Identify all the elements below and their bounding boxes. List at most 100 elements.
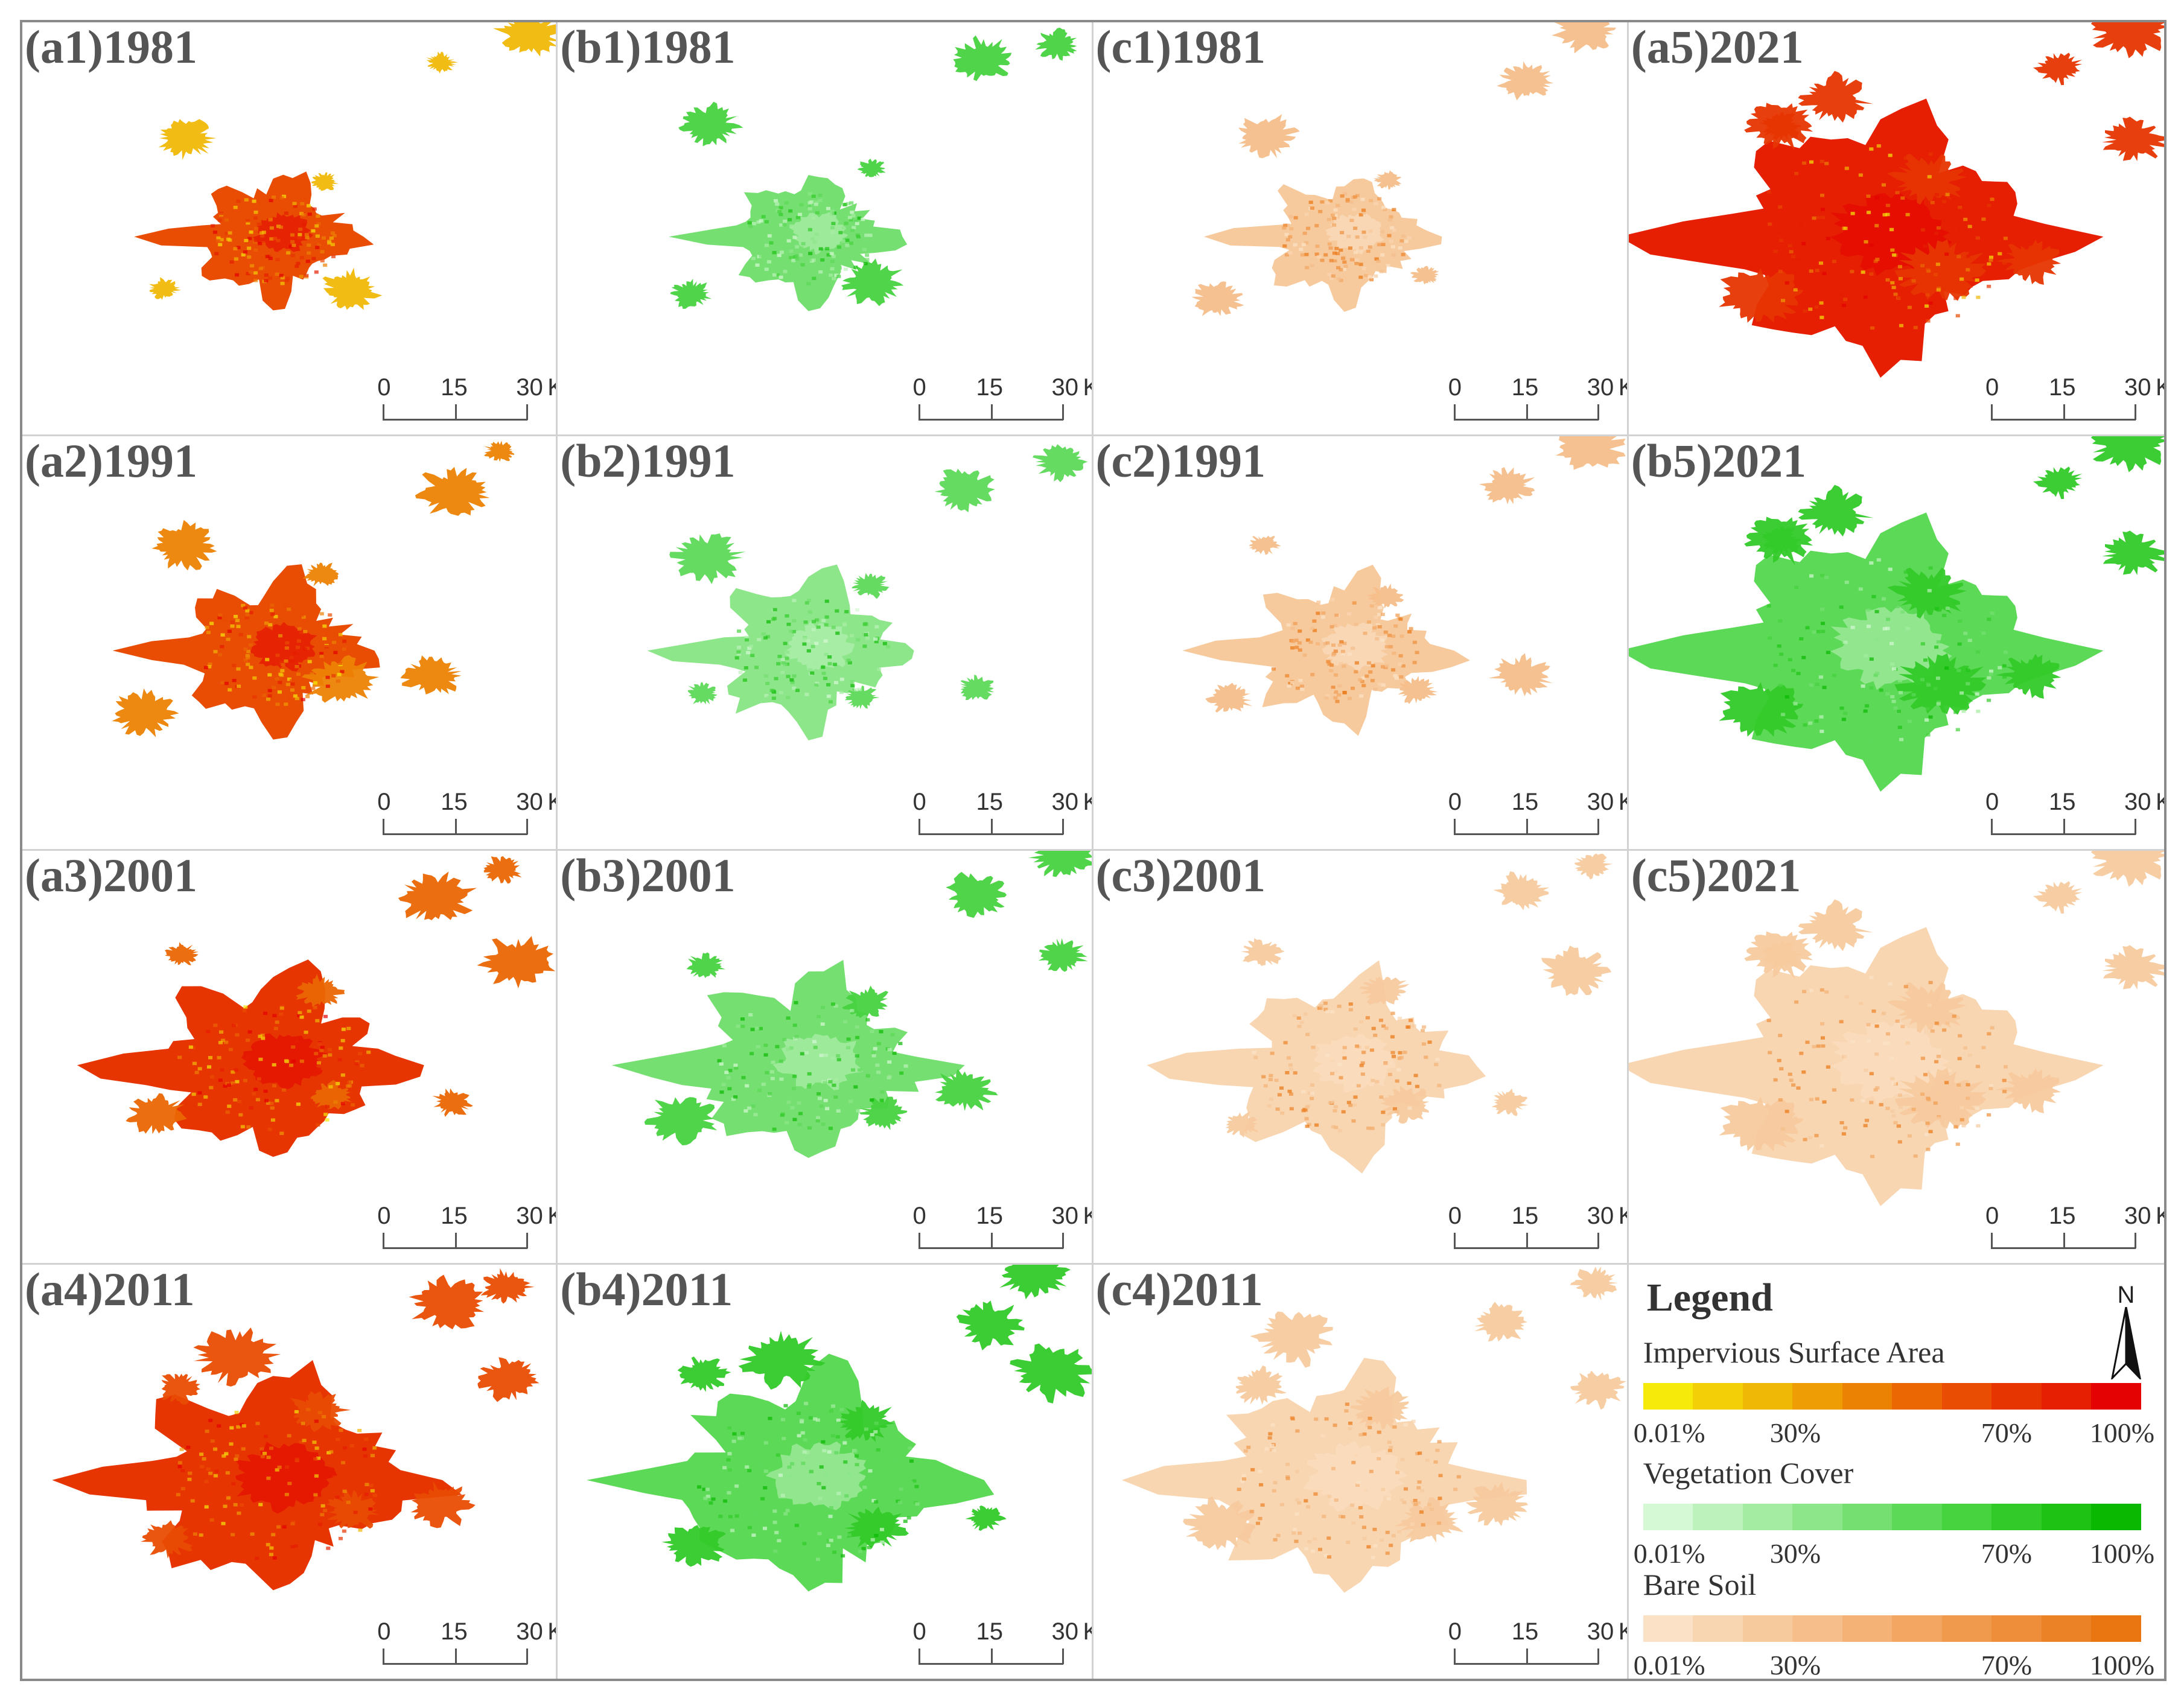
pixel-speckle (775, 1044, 780, 1048)
pixel-speckle (750, 1052, 754, 1055)
pixel-speckle (759, 219, 763, 222)
pixel-speckle (208, 1472, 212, 1475)
pixel-speckle (807, 282, 811, 285)
satellite-town (645, 1097, 718, 1145)
pixel-speckle (1976, 296, 1980, 299)
map-panel-c1: (c1)1981 0 15 30 Km (1094, 22, 1629, 436)
pixel-speckle (1382, 265, 1386, 268)
pixel-speckle (1934, 232, 1938, 235)
pixel-speckle (1821, 208, 1825, 211)
pixel-speckle (219, 1030, 223, 1033)
pixel-speckle (775, 202, 779, 205)
pixel-speckle (259, 267, 263, 270)
pixel-speckle (259, 692, 263, 695)
scale-bar-label-30: 30 (1587, 375, 1614, 399)
pixel-speckle (234, 1411, 238, 1414)
pixel-speckle (269, 1101, 273, 1104)
pixel-speckle (812, 217, 816, 220)
pixel-speckle (1361, 1525, 1366, 1528)
pixel-speckle (1381, 1488, 1385, 1491)
pixel-speckle (1341, 1110, 1345, 1113)
pixel-speckle (824, 1472, 829, 1475)
pixel-speckle (1391, 1055, 1395, 1058)
pixel-speckle (249, 666, 253, 669)
pixel-speckle (209, 1086, 213, 1089)
pixel-speckle (1337, 1004, 1341, 1007)
pixel-speckle (851, 1068, 855, 1071)
pixel-speckle (1945, 1021, 1949, 1024)
scale-bar-label-30: 30 (516, 790, 543, 814)
pixel-speckle (241, 1075, 245, 1078)
pixel-speckle (1778, 1034, 1782, 1037)
pixel-speckle (807, 649, 811, 652)
pixel-speckle (1892, 1081, 1896, 1084)
pixel-speckle (871, 1538, 875, 1541)
pixel-speckle (306, 1408, 310, 1411)
pixel-speckle (798, 213, 802, 216)
pixel-speckle (246, 663, 250, 666)
pixel-speckle (1966, 1096, 1970, 1099)
pixel-speckle (1913, 740, 1917, 743)
pixel-speckle (786, 1048, 791, 1051)
satellite-town (1238, 114, 1300, 158)
pixel-speckle (234, 1457, 238, 1460)
pixel-speckle (765, 220, 769, 223)
pixel-speckle (886, 645, 890, 648)
pixel-speckle (1350, 1503, 1354, 1506)
legend-swatch (2042, 1615, 2092, 1642)
pixel-speckle (1890, 1056, 1894, 1059)
pixel-speckle (1346, 235, 1351, 238)
pixel-speckle (1270, 1051, 1274, 1054)
pixel-speckle (302, 223, 306, 226)
pixel-speckle (1287, 684, 1291, 687)
legend-tick-label: 70% (1981, 1652, 2032, 1679)
pixel-speckle (1286, 1056, 1290, 1059)
pixel-speckle (1358, 1506, 1362, 1509)
pixel-speckle (765, 268, 769, 271)
pixel-speckle (854, 688, 858, 692)
pixel-speckle (347, 1081, 351, 1084)
pixel-speckle (855, 1463, 859, 1466)
pixel-speckle (1866, 1023, 1870, 1026)
pixel-speckle (326, 685, 330, 688)
pixel-speckle (1923, 244, 1928, 247)
pixel-speckle (187, 1478, 191, 1481)
pixel-speckle (788, 1465, 792, 1468)
pixel-speckle (833, 623, 837, 626)
pixel-speckle (830, 209, 835, 212)
pixel-speckle (1282, 226, 1286, 229)
pixel-speckle (767, 260, 771, 263)
pixel-speckle (1389, 645, 1393, 648)
pixel-speckle (1330, 688, 1334, 692)
scale-bar-label-0: 0 (913, 790, 926, 814)
pixel-speckle (1870, 740, 1874, 743)
pixel-speckle (332, 641, 336, 644)
pixel-speckle (278, 681, 282, 684)
legend-layer-name: Bare Soil (1643, 1569, 2156, 1600)
pixel-speckle (763, 637, 768, 640)
legend-tick-label: 70% (1981, 1419, 2032, 1447)
pixel-speckle (850, 634, 854, 637)
pixel-speckle (1821, 622, 1825, 625)
pixel-speckle (697, 1485, 701, 1488)
pixel-speckle (206, 1492, 211, 1495)
pixel-speckle (1861, 270, 1865, 273)
urban-extent-map (558, 851, 1091, 1263)
pixel-speckle (317, 1061, 321, 1064)
pixel-speckle (272, 1084, 276, 1087)
pixel-speckle (1981, 217, 1985, 220)
pixel-speckle (1311, 1045, 1315, 1048)
pixel-speckle (1399, 1509, 1404, 1512)
pixel-speckle (276, 239, 280, 242)
pixel-speckle (199, 1533, 203, 1536)
pixel-speckle (853, 1450, 858, 1453)
pixel-speckle (295, 1457, 299, 1460)
panel-label: (b3)2001 (560, 852, 735, 899)
pixel-speckle (1353, 227, 1357, 230)
pixel-speckle (1361, 1009, 1365, 1013)
pixel-speckle (341, 1461, 345, 1464)
pixel-speckle (195, 1051, 199, 1054)
pixel-speckle (1300, 253, 1304, 256)
pixel-speckle (287, 608, 291, 611)
pixel-speckle (267, 1455, 271, 1458)
